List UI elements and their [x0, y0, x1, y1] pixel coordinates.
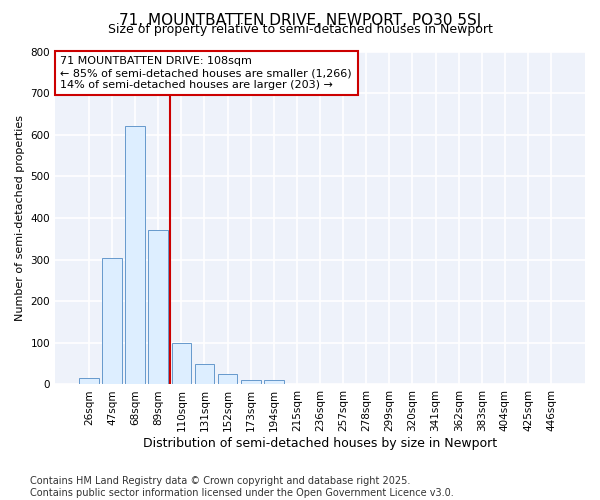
Bar	[148, 230, 168, 384]
Text: Size of property relative to semi-detached houses in Newport: Size of property relative to semi-detach…	[107, 22, 493, 36]
Bar	[194, 364, 214, 384]
Text: Contains HM Land Registry data © Crown copyright and database right 2025.
Contai: Contains HM Land Registry data © Crown c…	[30, 476, 454, 498]
Bar	[79, 378, 99, 384]
Bar	[102, 258, 122, 384]
Bar	[172, 343, 191, 384]
Bar	[241, 380, 260, 384]
Text: 71 MOUNTBATTEN DRIVE: 108sqm
← 85% of semi-detached houses are smaller (1,266)
1: 71 MOUNTBATTEN DRIVE: 108sqm ← 85% of se…	[61, 56, 352, 90]
Text: 71, MOUNTBATTEN DRIVE, NEWPORT, PO30 5SJ: 71, MOUNTBATTEN DRIVE, NEWPORT, PO30 5SJ	[119, 12, 481, 28]
Bar	[264, 380, 284, 384]
Y-axis label: Number of semi-detached properties: Number of semi-detached properties	[15, 115, 25, 321]
Bar	[125, 126, 145, 384]
Bar	[218, 374, 238, 384]
X-axis label: Distribution of semi-detached houses by size in Newport: Distribution of semi-detached houses by …	[143, 437, 497, 450]
